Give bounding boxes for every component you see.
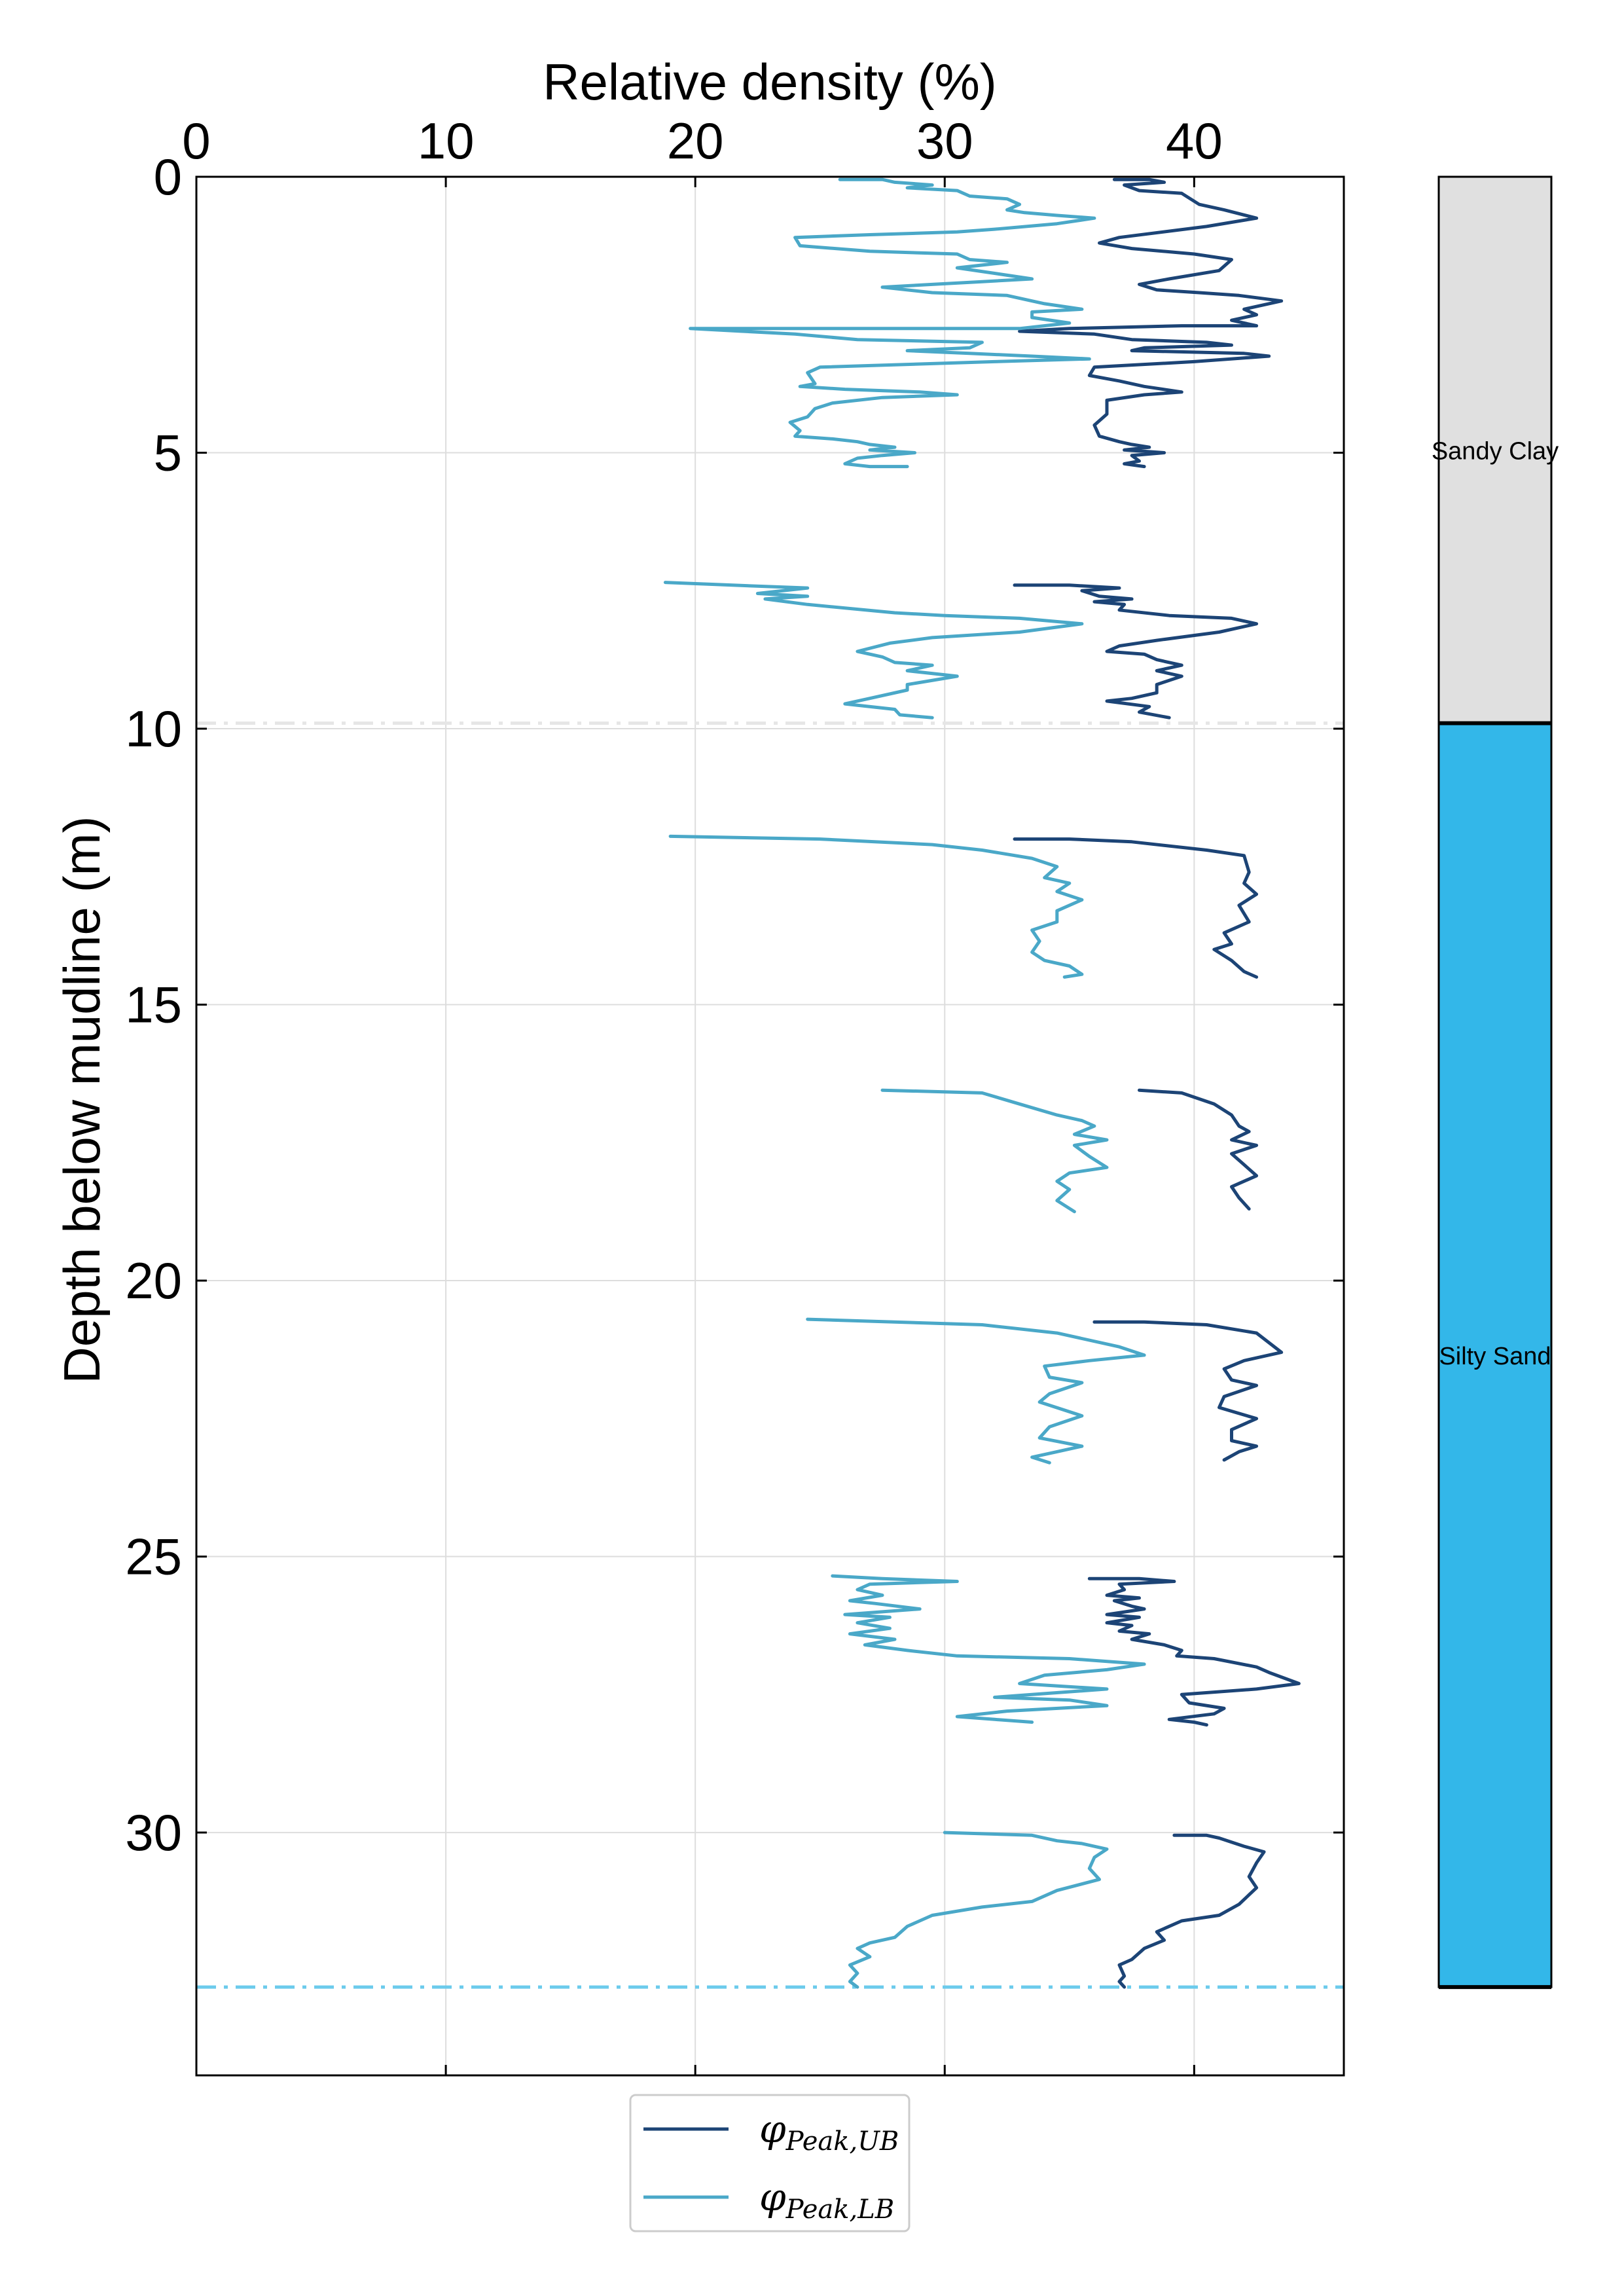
series-1-segment-2 bbox=[668, 834, 1084, 979]
y-tick-label-2: 10 bbox=[125, 700, 182, 757]
series-0 bbox=[1013, 177, 1301, 1989]
soil-layer-label-1: Silty Sand bbox=[1439, 1343, 1551, 1370]
y-tick-label-5: 25 bbox=[125, 1528, 182, 1586]
legend: φPeak,UB φPeak,LB bbox=[629, 2094, 911, 2232]
y-axis-title: Depth below mudline (m) bbox=[53, 816, 111, 1383]
x-tick-label-4: 40 bbox=[1166, 112, 1223, 170]
axis-ticks bbox=[195, 175, 1344, 2075]
layer-boundaries bbox=[196, 721, 1344, 1989]
x-tick-label-0: 0 bbox=[182, 112, 210, 170]
series-layer bbox=[663, 177, 1301, 1989]
x-tick-label-2: 20 bbox=[667, 112, 724, 170]
legend-label-ub: φPeak,UB bbox=[759, 2107, 899, 2157]
y-tick-label-6: 30 bbox=[125, 1804, 182, 1861]
legend-label-lb: φPeak,LB bbox=[759, 2175, 894, 2225]
soil-layer-0 bbox=[1437, 175, 1553, 725]
soil-layer-1 bbox=[1437, 722, 1553, 1988]
y-tick-labels: 0 5 10 15 20 25 30 bbox=[125, 148, 182, 1861]
plot-frame bbox=[195, 175, 1345, 2077]
series-0-segment-4 bbox=[1092, 1320, 1284, 1462]
series-0-segment-3 bbox=[1138, 1088, 1259, 1211]
series-1-segment-1 bbox=[663, 581, 1084, 720]
series-0-segment-0 bbox=[1018, 177, 1284, 469]
series-1 bbox=[663, 177, 1146, 1989]
series-1-segment-3 bbox=[880, 1088, 1109, 1214]
series-0-segment-2 bbox=[1013, 837, 1259, 979]
series-1-segment-5 bbox=[831, 1574, 1146, 1724]
y-tick-label-1: 5 bbox=[154, 424, 182, 482]
x-tick-labels: 0 10 20 30 40 bbox=[182, 112, 1222, 170]
y-tick-label-3: 15 bbox=[125, 976, 182, 1034]
series-0-segment-6 bbox=[1117, 1833, 1266, 1989]
series-1-segment-0 bbox=[689, 177, 1096, 469]
series-0-segment-1 bbox=[1013, 583, 1259, 720]
soil-column: Sandy Clay Silty Sand bbox=[1432, 175, 1559, 1990]
x-tick-label-3: 30 bbox=[916, 112, 973, 170]
series-0-segment-5 bbox=[1087, 1576, 1301, 1727]
x-tick-label-1: 10 bbox=[418, 112, 475, 170]
plot-area: 0 10 20 30 40 0 5 10 15 20 25 30 bbox=[125, 112, 1345, 2077]
soil-layer-label-0: Sandy Clay bbox=[1432, 437, 1559, 465]
series-1-segment-6 bbox=[848, 1831, 1109, 1989]
x-axis-title: Relative density (%) bbox=[543, 53, 997, 111]
y-tick-label-4: 20 bbox=[125, 1252, 182, 1309]
series-1-segment-4 bbox=[806, 1317, 1146, 1465]
grid bbox=[196, 177, 1344, 2075]
y-tick-label-0: 0 bbox=[154, 148, 182, 206]
